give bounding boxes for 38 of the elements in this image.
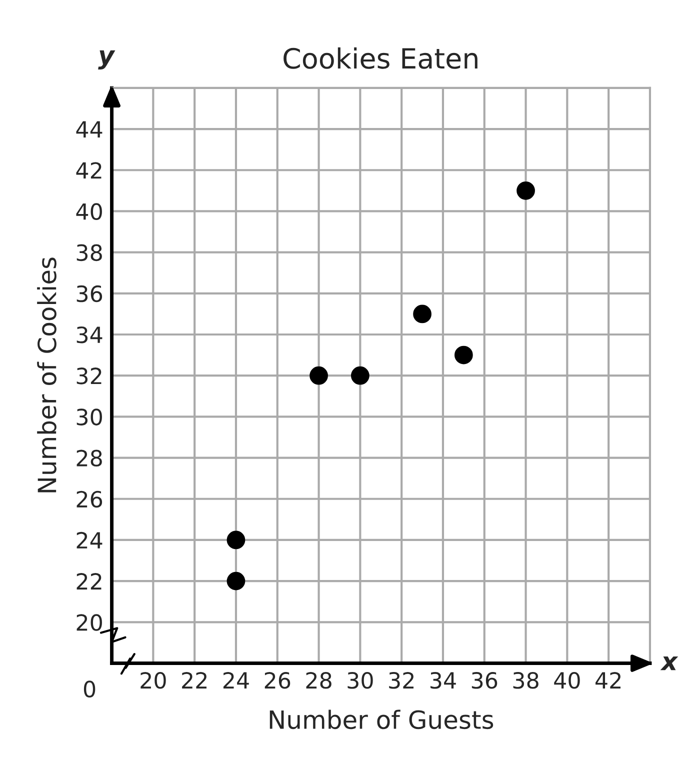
y-tick-label: 32 <box>76 368 102 384</box>
y-tick-label: 30 <box>76 408 102 426</box>
y-tick-label: 40 <box>76 203 102 220</box>
chart-title: Cookies Eaten <box>284 47 478 69</box>
text: x <box>660 656 678 670</box>
y-tick-label: 22 <box>76 573 102 590</box>
x-tick-label: 36 <box>472 672 498 689</box>
y-axis-title: Number of Cookies <box>37 258 56 492</box>
x-tick-label: 28 <box>306 672 332 689</box>
point <box>454 346 473 364</box>
text: y <box>98 50 116 70</box>
y-tick-label: 26 <box>76 490 102 508</box>
x-axis-title: Number of Guests <box>270 710 494 730</box>
y-tick-label: 36 <box>76 285 102 302</box>
y-tick-label: 20 <box>76 614 102 631</box>
point <box>310 366 328 385</box>
point <box>516 181 535 200</box>
x-tick-label: 40 <box>554 672 580 689</box>
y-tick-label: 38 <box>76 244 102 262</box>
y-tick-label: 34 <box>76 326 102 344</box>
x-tick-label: 42 <box>596 672 620 688</box>
x-tick-label: 20 <box>140 672 166 689</box>
point <box>226 572 246 590</box>
x-tick-label: 32 <box>389 672 414 689</box>
x-tick-label: 22 <box>182 672 206 688</box>
point <box>226 530 246 550</box>
x-tick-label: 38 <box>513 672 538 689</box>
y-tick-label: 28 <box>76 450 102 467</box>
x-tick-label: 30 <box>348 672 373 689</box>
text: 0 <box>84 680 96 698</box>
x-tick-label: 26 <box>264 672 290 689</box>
y-tick-label: 44 <box>76 121 102 138</box>
x-tick-label: 24 <box>223 672 249 688</box>
y-tick-label: 24 <box>76 532 102 548</box>
point <box>413 304 432 324</box>
x-tick-label: 34 <box>430 672 456 689</box>
y-tick-label: 42 <box>76 162 102 179</box>
point <box>350 366 370 385</box>
